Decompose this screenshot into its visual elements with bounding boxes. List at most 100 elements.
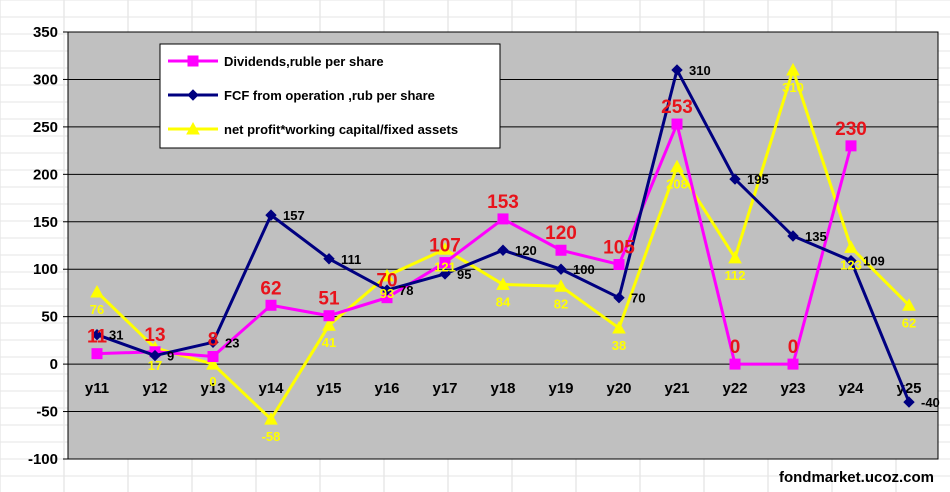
fcf-legend-marker <box>187 89 199 101</box>
x-tick-label: y24 <box>838 380 864 397</box>
y-tick-label: 350 <box>33 24 58 41</box>
fcf-data-label: 111 <box>341 252 361 267</box>
dividends-point <box>91 348 103 360</box>
net-profit-point <box>380 268 394 282</box>
fcf-point <box>787 230 799 242</box>
x-tick-label: y13 <box>200 380 225 397</box>
dividends-data-label: 0 <box>730 337 741 358</box>
net-profit-data-label: 76 <box>90 302 104 317</box>
fcf-data-label: 195 <box>747 172 769 187</box>
x-tick-label: y12 <box>142 380 167 397</box>
fcf-data-label: 78 <box>399 283 413 298</box>
x-tick-label: y22 <box>722 380 747 397</box>
dividends-point <box>497 213 509 225</box>
net-profit-data-label: 310 <box>782 80 804 95</box>
y-tick-label: 200 <box>33 166 58 183</box>
fcf-point <box>671 64 683 76</box>
net-profit-point <box>612 321 626 334</box>
dividends-data-label: 253 <box>661 97 693 118</box>
net-profit-point <box>264 412 278 425</box>
series-layer <box>90 62 916 425</box>
fcf-point <box>265 209 277 221</box>
y-tick-label: 100 <box>33 261 58 278</box>
y-axis-tick-labels: -100 -50 0 50 100 150 200 250 300 350 <box>28 24 58 468</box>
dividends-data-label: 62 <box>260 278 281 299</box>
dividends-point <box>439 257 451 269</box>
fcf-point <box>729 173 741 185</box>
dividends-point <box>323 310 335 322</box>
fcf-point <box>207 336 219 348</box>
legend: Dividends,ruble per share FCF from operat… <box>159 43 501 149</box>
dividends-point <box>787 358 799 370</box>
x-tick-label: y11 <box>85 380 109 397</box>
net-profit-point <box>322 318 336 331</box>
net-profit-point <box>902 298 916 311</box>
fcf-data-label: 120 <box>515 243 537 258</box>
x-tick-label: y14 <box>258 380 284 397</box>
fcf-data-label: 109 <box>863 254 885 269</box>
net-profit-data-label: 38 <box>612 338 626 353</box>
net-profit-point <box>786 62 800 76</box>
dividends-series-line <box>96 122 853 366</box>
fcf-point <box>323 253 335 265</box>
net-profit-data-label: 93 <box>380 286 394 301</box>
net-profit-data-label: 17 <box>148 358 162 373</box>
x-tick-label: y17 <box>432 380 457 397</box>
net-profit-legend-label: net profit*working capital/fixed assets <box>224 122 458 137</box>
fcf-point <box>381 284 393 296</box>
net-profit-data-label: 62 <box>902 315 916 330</box>
dividends-data-label: 230 <box>835 119 867 140</box>
dividends-point <box>729 358 741 370</box>
net-profit-data-label: 84 <box>496 294 511 309</box>
fcf-data-label: -40 <box>921 395 940 410</box>
dividends-point <box>265 299 277 311</box>
y-tick-label: 0 <box>50 356 58 373</box>
fcf-data-label: 310 <box>689 63 711 78</box>
fcf-point <box>555 263 567 275</box>
dividends-point <box>555 244 567 256</box>
y-tick-label: 50 <box>41 309 58 326</box>
net-profit-data-label: 112 <box>725 268 746 283</box>
fcf-point <box>497 244 509 256</box>
fcf-data-label: 100 <box>573 262 595 277</box>
fcf-point <box>439 268 451 280</box>
fcf-data-label: 70 <box>631 291 645 306</box>
fcf-point <box>613 291 625 304</box>
x-tick-label: y19 <box>548 380 573 397</box>
dividends-point <box>671 118 683 130</box>
dividends-point <box>845 140 857 152</box>
y-tick-label: 250 <box>33 119 58 136</box>
dividends-data-label: 8 <box>208 330 219 351</box>
fcf-point <box>845 254 857 267</box>
net-profit-point <box>728 250 742 264</box>
dividends-legend-label: Dividends,ruble per share <box>224 54 384 69</box>
fcf-data-label: 31 <box>109 328 123 343</box>
fcf-point <box>149 349 161 362</box>
fcf-data-label: 9 <box>167 349 174 364</box>
y-tick-label: 300 <box>33 71 58 88</box>
dividends-data-label: 153 <box>487 192 519 213</box>
net-profit-data-label: 208 <box>666 177 688 192</box>
net-profit-data-label: 123 <box>840 257 862 272</box>
net-profit-data-label: 121 <box>434 259 456 274</box>
net-profit-point <box>554 279 568 292</box>
x-axis-tick-labels: y11 y12 y13 y14 y15 y16 y17 y18 y19 y20 y21 y22 y23 y… <box>85 380 922 397</box>
dividends-data-label: 70 <box>376 271 397 292</box>
y-tick-label: -100 <box>28 451 58 468</box>
net-profit-point <box>438 242 452 255</box>
dividends-data-label: 120 <box>545 223 577 244</box>
net-profit-legend-marker <box>186 121 200 135</box>
net-profit-data-label: 41 <box>322 335 336 350</box>
net-profit-point <box>496 277 510 290</box>
x-tick-label: y15 <box>316 380 341 397</box>
dividends-point <box>207 351 219 363</box>
fcf-data-label: 135 <box>805 229 827 244</box>
y-tick-label: 150 <box>33 214 58 231</box>
dividends-data-label: 51 <box>318 289 340 310</box>
x-tick-label: y18 <box>490 380 515 397</box>
dividends-point <box>613 258 625 270</box>
x-tick-label: y20 <box>606 380 631 397</box>
fcf-point <box>903 396 915 408</box>
